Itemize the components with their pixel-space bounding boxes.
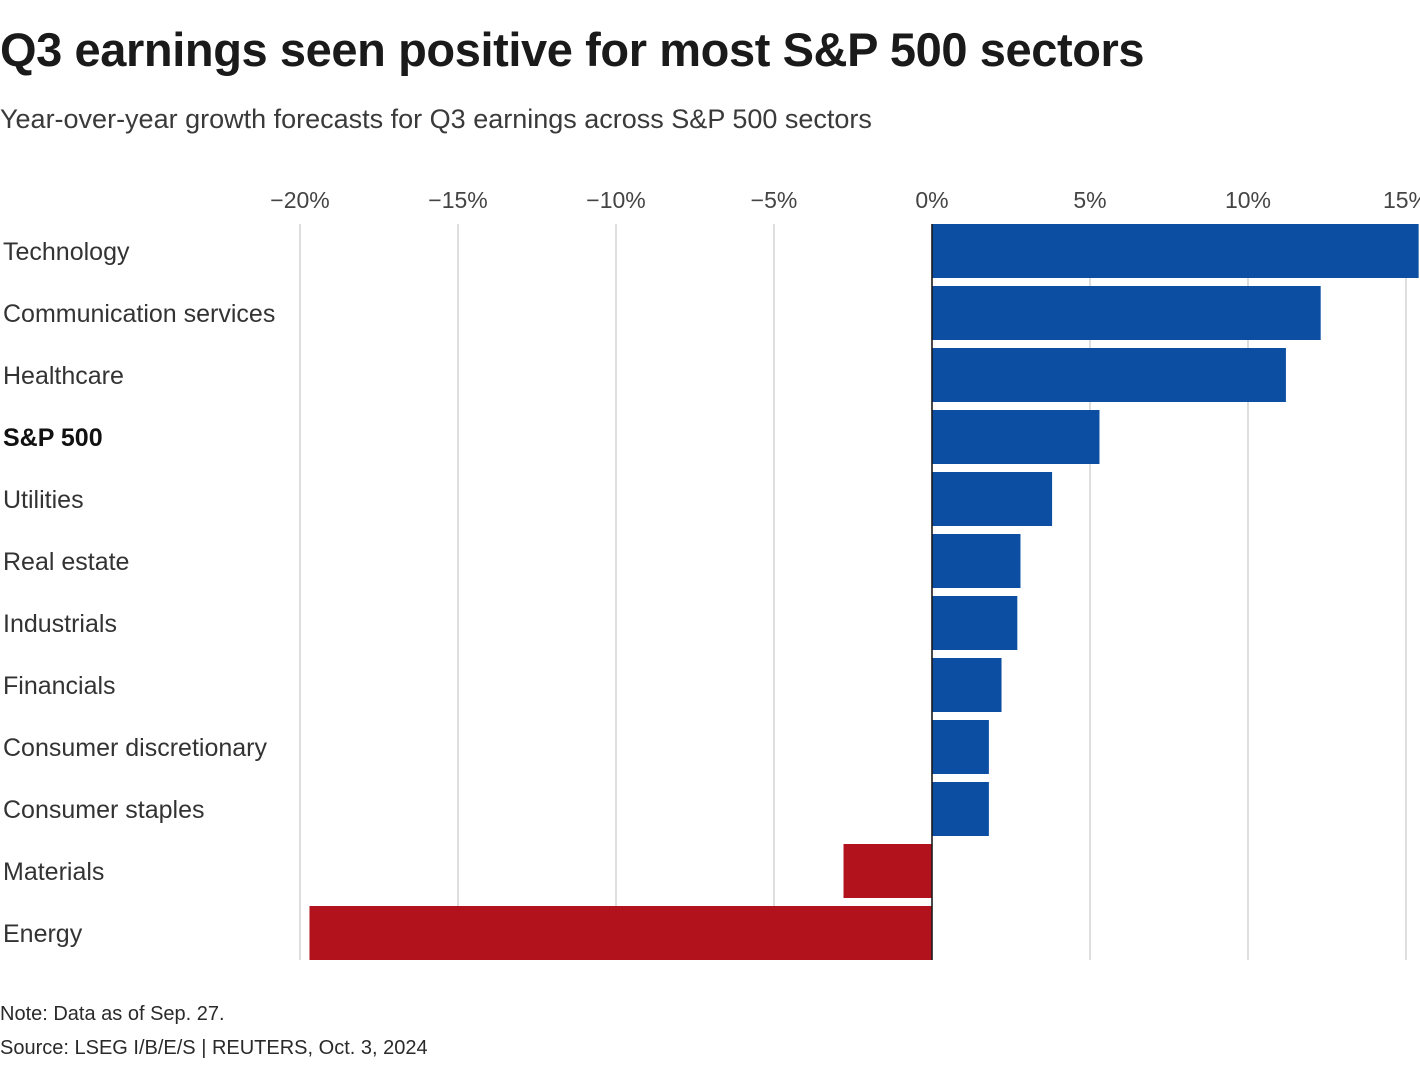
category-label: Communication services: [3, 300, 275, 328]
bar: [932, 658, 1002, 712]
bar: [932, 596, 1018, 650]
bar: [932, 720, 989, 774]
category-label: Real estate: [3, 548, 129, 576]
category-label: Energy: [3, 920, 83, 948]
bar: [309, 906, 933, 960]
bar: [932, 472, 1053, 526]
x-tick-label: −5%: [751, 187, 798, 213]
x-tick-label: −20%: [270, 187, 329, 213]
bar: [932, 782, 989, 836]
bar: [932, 286, 1321, 340]
x-axis-ticks: −20% −15% −10% −5% 0% 5% 10% 15%: [270, 187, 1420, 213]
chart-source: Source: LSEG I/B/E/S | REUTERS, Oct. 3, …: [0, 1037, 428, 1059]
bar-chart: −20% −15% −10% −5% 0% 5% 10% 15% Technology Comm…: [3, 187, 1420, 960]
category-label: Industrials: [3, 610, 117, 638]
category-label: Healthcare: [3, 362, 124, 390]
bar: [843, 844, 932, 898]
chart-note: Note: Data as of Sep. 27.: [0, 1003, 225, 1025]
chart-subtitle: Year-over-year growth forecasts for Q3 e…: [0, 104, 872, 134]
category-labels: Technology Communication services Healthca…: [3, 238, 275, 948]
category-label: Consumer staples: [3, 796, 204, 824]
x-tick-label: 15%: [1383, 187, 1420, 213]
x-tick-label: 0%: [915, 187, 948, 213]
bar: [932, 534, 1021, 588]
bar: [932, 410, 1100, 464]
bar: [932, 348, 1286, 402]
category-label: S&P 500: [3, 424, 103, 452]
category-label: Financials: [3, 672, 116, 700]
x-tick-label: −15%: [428, 187, 487, 213]
category-label: Consumer discretionary: [3, 734, 267, 762]
x-tick-label: 5%: [1073, 187, 1106, 213]
bar: [932, 224, 1419, 278]
chart-title: Q3 earnings seen positive for most S&P 5…: [0, 23, 1145, 76]
gridlines: [299, 224, 1407, 960]
bars: [309, 224, 1419, 960]
category-label: Materials: [3, 858, 104, 886]
category-label: Utilities: [3, 486, 84, 514]
x-tick-label: −10%: [586, 187, 645, 213]
category-label: Technology: [3, 238, 130, 266]
x-tick-label: 10%: [1225, 187, 1271, 213]
